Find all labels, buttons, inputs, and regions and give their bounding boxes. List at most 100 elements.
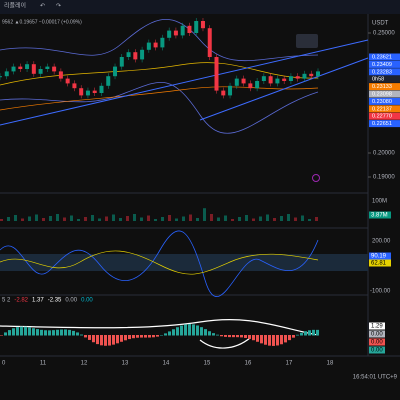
macd-histogram	[240, 335, 243, 338]
volume-bar	[154, 219, 157, 221]
price-badge	[369, 120, 400, 128]
volume-bar	[147, 215, 150, 221]
candle	[214, 57, 219, 91]
volume-bar	[140, 217, 143, 221]
macd-histogram	[172, 329, 175, 336]
osc-top: 200.00	[372, 239, 391, 245]
candle	[79, 88, 84, 96]
candle	[72, 83, 77, 89]
candle	[146, 42, 151, 50]
osc-bottom: -100.00	[370, 289, 391, 295]
volume-bar	[21, 218, 24, 221]
macd-histogram	[108, 335, 111, 346]
candle	[52, 66, 57, 72]
macd-histogram	[20, 326, 23, 336]
volume-bar	[308, 219, 311, 221]
macd-histogram	[260, 335, 263, 344]
macd-badge-label: 0.00	[371, 348, 383, 354]
macd-histogram	[292, 335, 295, 338]
macd-histogram	[280, 335, 283, 345]
macd-histogram	[212, 333, 215, 336]
candle	[92, 90, 97, 93]
macd-histogram	[236, 335, 239, 338]
price-badge	[369, 75, 400, 83]
volume-bar	[0, 219, 3, 221]
macd-histogram	[28, 327, 31, 336]
undo[interactable]: ↶	[40, 3, 45, 10]
volume-bar	[63, 217, 66, 221]
candle	[106, 76, 111, 86]
macd-histogram	[180, 325, 183, 336]
volume-badge	[369, 211, 391, 219]
volume-bar	[175, 218, 178, 221]
volume-bar	[112, 214, 115, 221]
x-tick-label: 0	[2, 361, 6, 367]
macd-histogram	[220, 335, 223, 337]
candle	[261, 76, 266, 81]
candle	[85, 90, 90, 96]
event-marker[interactable]	[312, 174, 320, 182]
trendline	[199, 57, 369, 121]
macd-signal	[199, 337, 251, 349]
toolbar	[0, 0, 400, 14]
price-badge	[369, 83, 400, 91]
candle	[275, 78, 280, 84]
macd-histogram	[272, 335, 275, 346]
oscillator-slow	[0, 250, 319, 275]
candle	[316, 71, 320, 77]
y-tick-label: 0.20000	[373, 151, 395, 157]
candle	[187, 25, 192, 33]
price-badge-label: 0.22137	[372, 106, 392, 112]
macd-histogram	[184, 324, 187, 336]
osc-badge	[369, 252, 391, 260]
macd-histogram	[0, 335, 3, 336]
macd-histogram	[56, 329, 59, 336]
volume-bar	[287, 214, 290, 221]
candle	[113, 66, 118, 77]
currency[interactable]: USDT	[372, 21, 389, 27]
y-tick-label: 0.25000	[373, 31, 395, 37]
x-tick-label: 14	[163, 361, 170, 367]
x-tick-label: 15	[204, 361, 211, 367]
volume-badge-label: 3.87M	[371, 213, 388, 219]
macd-histogram	[128, 335, 131, 340]
replay-button[interactable]: 리플레이	[4, 2, 26, 10]
price-badge-label: 0.23409	[372, 62, 392, 68]
macd-badge	[369, 338, 385, 346]
candle	[180, 25, 185, 36]
y-tick-label: 0.19000	[373, 175, 395, 181]
macd-histogram	[252, 335, 255, 341]
volume-bar	[7, 217, 10, 221]
volume-bar	[14, 215, 17, 221]
volume-bar	[231, 219, 234, 221]
candle	[221, 90, 226, 96]
price-badge-label: 0.22770	[372, 114, 392, 120]
candle	[288, 76, 293, 81]
redo[interactable]: ↷	[56, 3, 61, 10]
candle	[0, 76, 2, 78]
price-badge	[369, 105, 400, 113]
volume-bar	[42, 218, 45, 221]
volume-bar	[98, 218, 101, 221]
macd-histogram	[200, 327, 203, 336]
macd-histogram	[176, 327, 179, 336]
volume-bar	[189, 214, 192, 221]
drawing-tool[interactable]	[296, 34, 318, 48]
volume-bar	[280, 216, 283, 221]
legend: 9562 ▲0.19657 −0.00017 (+0.09%)	[2, 19, 82, 25]
macd-histogram	[192, 324, 195, 336]
volume-bar	[161, 217, 164, 221]
candle	[234, 78, 239, 86]
macd-histogram	[248, 335, 251, 339]
candle	[295, 76, 300, 79]
price-badge-label: 0.23283	[372, 69, 392, 75]
oscillator-fast	[0, 230, 319, 297]
candle	[207, 28, 212, 57]
macd-histogram	[88, 335, 91, 340]
candle	[119, 57, 124, 67]
volume-bar	[56, 214, 59, 221]
volume-bar	[259, 216, 262, 221]
macd-histogram	[4, 332, 7, 336]
macd-histogram	[136, 335, 139, 338]
